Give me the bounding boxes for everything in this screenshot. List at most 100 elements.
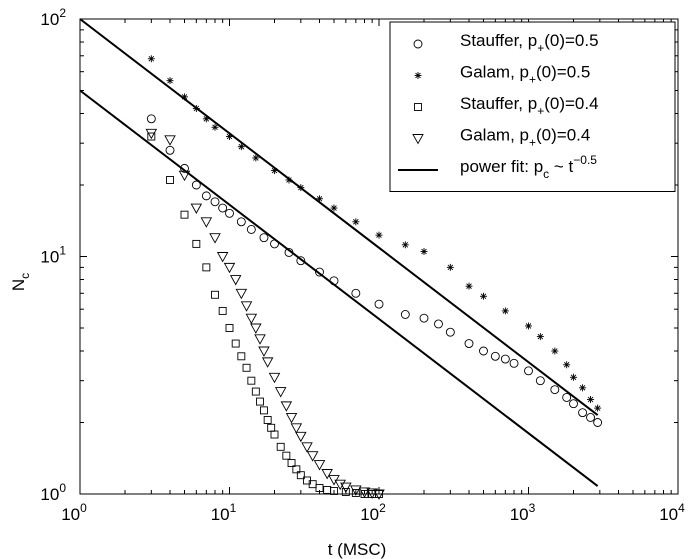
data-point bbox=[313, 460, 326, 471]
data-point bbox=[235, 288, 248, 300]
power-fit-line bbox=[79, 89, 599, 487]
data-point bbox=[524, 366, 533, 376]
data-point bbox=[334, 479, 346, 491]
data-point bbox=[297, 184, 305, 192]
y-tick-label: 101 bbox=[40, 244, 66, 267]
data-point bbox=[240, 301, 253, 312]
axis-tick-labels: 100 101 102 103 104 100 101 102 bbox=[40, 6, 685, 524]
data-point bbox=[358, 487, 371, 498]
x-tick-label: 102 bbox=[360, 501, 386, 524]
data-point bbox=[490, 351, 500, 361]
data-point bbox=[401, 241, 409, 249]
data-point bbox=[501, 307, 509, 315]
data-point bbox=[587, 395, 595, 403]
data-point bbox=[200, 217, 213, 228]
data-point bbox=[271, 167, 279, 175]
legend-entry: Galam, p+(0)=0.4 bbox=[412, 126, 590, 150]
data-point bbox=[260, 406, 268, 415]
series-circle bbox=[146, 114, 603, 427]
series-square bbox=[147, 132, 383, 498]
data-point bbox=[229, 275, 242, 286]
data-point bbox=[226, 133, 233, 141]
data-point bbox=[295, 431, 307, 443]
data-point bbox=[218, 306, 227, 315]
data-point bbox=[306, 451, 319, 462]
data-point bbox=[594, 404, 602, 412]
legend: Stauffer, p+(0)=0.5 Galam, p+(0)=0.5 Stauf… bbox=[389, 21, 676, 192]
legend-entry: Stauffer, p+(0)=0.5 bbox=[413, 31, 599, 55]
data-point bbox=[242, 363, 251, 372]
data-point bbox=[190, 203, 203, 214]
data-point bbox=[225, 324, 234, 332]
data-point bbox=[191, 180, 201, 190]
data-point bbox=[282, 451, 291, 460]
data-point bbox=[400, 310, 410, 319]
data-point bbox=[145, 128, 158, 140]
data-point bbox=[237, 352, 246, 361]
data-point bbox=[247, 376, 256, 385]
data-point bbox=[593, 418, 603, 427]
data-point bbox=[202, 115, 210, 123]
data-point bbox=[147, 132, 156, 141]
series-triangle-down bbox=[145, 128, 385, 500]
data-point bbox=[445, 327, 455, 337]
data-point bbox=[180, 93, 188, 101]
data-point bbox=[209, 233, 221, 244]
data-point bbox=[569, 399, 578, 409]
data-point bbox=[147, 55, 155, 63]
data-point bbox=[210, 197, 220, 207]
data-point bbox=[251, 387, 260, 396]
data-point bbox=[375, 231, 383, 239]
data-point bbox=[223, 262, 236, 274]
data-point bbox=[535, 376, 545, 386]
data-point bbox=[270, 430, 279, 439]
data-point bbox=[570, 373, 578, 381]
data-point bbox=[256, 397, 264, 406]
legend-marker bbox=[412, 134, 424, 145]
data-point bbox=[290, 423, 303, 434]
data-point bbox=[550, 385, 560, 395]
legend-entry: Stauffer, p+(0)=0.4 bbox=[414, 94, 599, 118]
data-point bbox=[446, 263, 454, 271]
data-point bbox=[374, 299, 384, 309]
data-point bbox=[245, 313, 258, 325]
axis-ticks bbox=[79, 19, 678, 495]
data-point bbox=[351, 288, 361, 298]
data-point bbox=[178, 170, 191, 182]
data-point bbox=[180, 163, 189, 173]
data-point bbox=[321, 469, 333, 480]
data-point bbox=[551, 347, 559, 355]
legend-label: Galam, p+(0)=0.5 bbox=[460, 63, 590, 87]
data-point bbox=[301, 442, 313, 453]
power-fit-lines bbox=[79, 18, 599, 487]
legend-entry: Galam, p+(0)=0.5 bbox=[414, 63, 590, 87]
legend-marker bbox=[414, 103, 422, 111]
series-star bbox=[147, 55, 602, 412]
data-point bbox=[563, 361, 571, 369]
data-point bbox=[296, 471, 305, 480]
data-point bbox=[267, 423, 276, 432]
data-point bbox=[263, 416, 272, 424]
x-tick-label: 103 bbox=[510, 501, 536, 524]
data-point bbox=[225, 208, 234, 218]
data-point bbox=[254, 334, 266, 345]
data-point bbox=[231, 339, 240, 348]
data-point bbox=[352, 218, 360, 226]
data-point bbox=[285, 413, 298, 424]
data-point bbox=[180, 210, 189, 219]
legend-label: Galam, p+(0)=0.4 bbox=[460, 126, 590, 150]
data-point bbox=[166, 176, 174, 184]
legend-label: Stauffer, p+(0)=0.5 bbox=[460, 31, 599, 55]
data-point bbox=[350, 485, 362, 496]
data-point bbox=[146, 114, 156, 124]
data-point bbox=[246, 224, 256, 234]
data-point bbox=[259, 233, 269, 243]
legend-label: power fit: pc ~ t−0.5 bbox=[460, 153, 597, 181]
data-point bbox=[284, 248, 294, 257]
data-point bbox=[420, 247, 428, 255]
data-point bbox=[434, 319, 443, 329]
data-point bbox=[166, 77, 174, 85]
data-point bbox=[316, 195, 324, 203]
data-point bbox=[579, 384, 587, 392]
data-point bbox=[525, 322, 532, 330]
